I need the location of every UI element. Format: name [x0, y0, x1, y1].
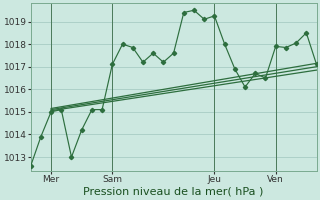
X-axis label: Pression niveau de la mer( hPa ): Pression niveau de la mer( hPa )	[84, 187, 264, 197]
